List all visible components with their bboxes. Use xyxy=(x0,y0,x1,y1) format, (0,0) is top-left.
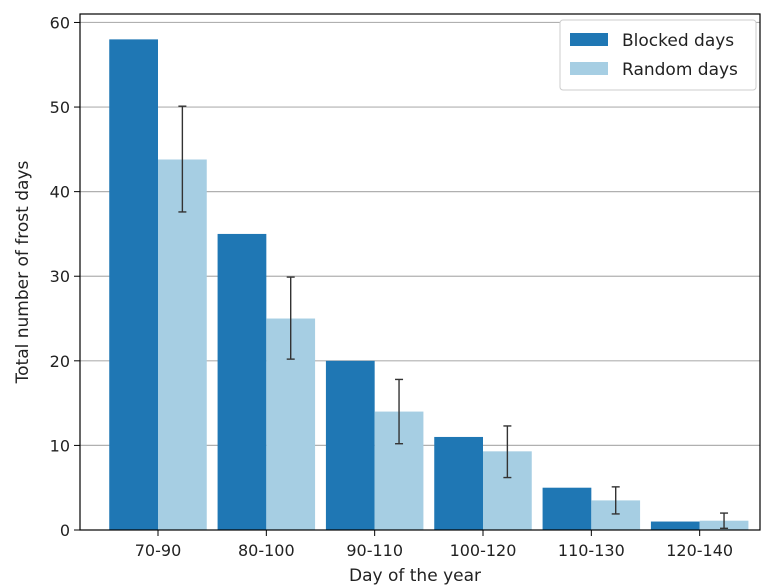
y-axis-ticks: 0 10 20 30 40 50 60 xyxy=(50,13,80,540)
y-tick-label: 50 xyxy=(50,98,70,117)
x-tick-label: 110-130 xyxy=(558,541,625,560)
bar-blocked xyxy=(434,436,483,530)
legend: Blocked days Random days xyxy=(559,19,757,91)
bar-blocked xyxy=(109,39,158,531)
y-tick-label: 10 xyxy=(50,436,70,455)
y-tick-label: 30 xyxy=(50,267,70,286)
bar-blocked xyxy=(217,233,267,530)
legend-label-random: Random days xyxy=(622,60,738,80)
legend-frame xyxy=(559,19,757,91)
bar-blocked xyxy=(542,487,592,530)
legend-swatch-blocked xyxy=(570,33,608,46)
plot-frame xyxy=(79,13,761,531)
error-bars xyxy=(178,105,729,530)
x-axis-title: Day of the year xyxy=(349,566,481,586)
x-tick-label: 100-120 xyxy=(450,541,517,560)
y-tick-label: 0 xyxy=(60,521,70,540)
y-tick-label: 40 xyxy=(50,183,70,202)
y-tick-label: 20 xyxy=(50,352,70,371)
x-tick-label: 90-110 xyxy=(346,541,403,560)
legend-swatch-random xyxy=(570,62,608,75)
x-tick-label: 70-90 xyxy=(135,541,182,560)
y-tick-label: 60 xyxy=(50,13,70,32)
bar-random xyxy=(158,159,207,530)
x-tick-label: 80-100 xyxy=(238,541,295,560)
bars xyxy=(109,39,749,531)
bar-blocked xyxy=(325,360,375,530)
y-axis-title: Total number of frost days xyxy=(13,161,33,385)
x-axis-ticks: 70-90 80-100 90-110 100-120 110-130 120-140 xyxy=(135,530,733,560)
x-tick-label: 120-140 xyxy=(666,541,733,560)
legend-label-blocked: Blocked days xyxy=(622,31,734,51)
bar-blocked xyxy=(650,521,700,530)
